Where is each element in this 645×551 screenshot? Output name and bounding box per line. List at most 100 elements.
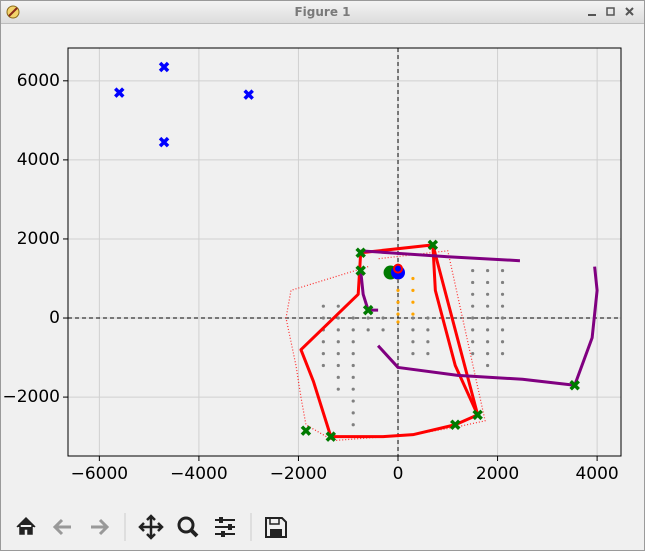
cross-marker — [427, 239, 439, 251]
zoom-button[interactable] — [177, 516, 199, 538]
back-button[interactable] — [52, 518, 71, 536]
point — [411, 312, 415, 316]
plot-frame — [67, 47, 622, 457]
point — [486, 363, 490, 368]
point — [381, 316, 385, 320]
point — [500, 268, 505, 273]
point — [411, 340, 415, 344]
point — [336, 387, 340, 391]
point — [351, 340, 355, 344]
point — [321, 363, 325, 368]
point — [500, 340, 505, 344]
point — [351, 387, 355, 391]
point — [411, 288, 415, 292]
series-line — [431, 244, 480, 416]
point — [396, 320, 400, 324]
chart: −6000 −4000 −2000 0 2000 4000 −2000 0 2000 4000 60… — [2, 47, 622, 484]
cross-marker — [114, 87, 125, 98]
toolbar — [16, 513, 287, 541]
point — [486, 328, 490, 332]
save-button[interactable] — [265, 517, 287, 538]
point — [321, 316, 325, 320]
point — [471, 304, 475, 308]
point — [486, 340, 490, 344]
cross-marker — [450, 419, 461, 431]
point — [351, 375, 355, 379]
cross-marker — [355, 247, 366, 259]
point — [351, 363, 355, 368]
x-tick-label: −2000 — [270, 464, 328, 484]
plot-area — [68, 48, 621, 456]
point — [486, 304, 490, 308]
series-line — [360, 249, 521, 263]
cross-marker — [569, 379, 580, 391]
window-title: Figure 1 — [294, 5, 351, 19]
point — [411, 276, 415, 281]
point — [366, 328, 370, 332]
cross-marker — [300, 425, 312, 436]
cross-marker — [362, 304, 374, 316]
cross-marker — [243, 89, 254, 100]
configure-button[interactable] — [215, 517, 235, 537]
app-icon — [6, 5, 20, 19]
point — [351, 399, 355, 403]
x-tick-label: −6000 — [71, 464, 129, 484]
point — [500, 292, 505, 296]
point — [486, 316, 490, 320]
point — [321, 352, 325, 356]
x-tick-label: −4000 — [170, 464, 228, 484]
point — [321, 340, 325, 344]
cross-marker — [158, 136, 170, 148]
point — [411, 352, 415, 356]
point — [471, 280, 475, 285]
y-tick-label: 4000 — [17, 150, 60, 170]
point — [351, 423, 355, 427]
point — [336, 363, 340, 368]
point — [486, 352, 490, 356]
point — [486, 280, 490, 285]
point — [426, 316, 430, 320]
series-line — [376, 266, 599, 387]
point — [396, 288, 400, 292]
forward-button[interactable] — [91, 518, 110, 536]
point — [471, 340, 475, 344]
point — [500, 304, 505, 308]
cross-marker — [355, 265, 366, 276]
point — [471, 316, 475, 320]
y-tick-label: −2000 — [2, 387, 60, 407]
x-tick-label: 4000 — [575, 464, 618, 484]
window-controls[interactable] — [582, 1, 642, 23]
title-bar: Figure 1 — [1, 1, 644, 24]
point — [426, 328, 430, 332]
point — [336, 375, 340, 379]
point — [500, 316, 505, 320]
point — [351, 352, 355, 356]
point — [396, 300, 400, 304]
point — [471, 328, 475, 332]
series-line — [299, 243, 480, 439]
point — [336, 328, 340, 332]
home-button[interactable] — [16, 516, 36, 535]
point — [500, 328, 505, 332]
point — [351, 328, 355, 332]
cross-marker — [158, 61, 170, 73]
point — [336, 352, 340, 356]
x-tick-label: 2000 — [476, 464, 519, 484]
point — [336, 316, 340, 320]
y-tick-label: 0 — [49, 308, 60, 328]
pan-button[interactable] — [138, 514, 164, 540]
point — [471, 268, 475, 273]
point — [471, 292, 475, 296]
point — [426, 340, 430, 344]
point — [411, 316, 415, 320]
x-tick-label: 0 — [393, 464, 404, 484]
y-tick-label: 6000 — [17, 71, 60, 91]
point — [500, 352, 505, 356]
point — [411, 328, 415, 332]
series-line — [359, 270, 379, 312]
point — [426, 352, 430, 356]
cross-marker — [472, 409, 483, 421]
point — [411, 300, 415, 304]
point — [366, 316, 370, 320]
